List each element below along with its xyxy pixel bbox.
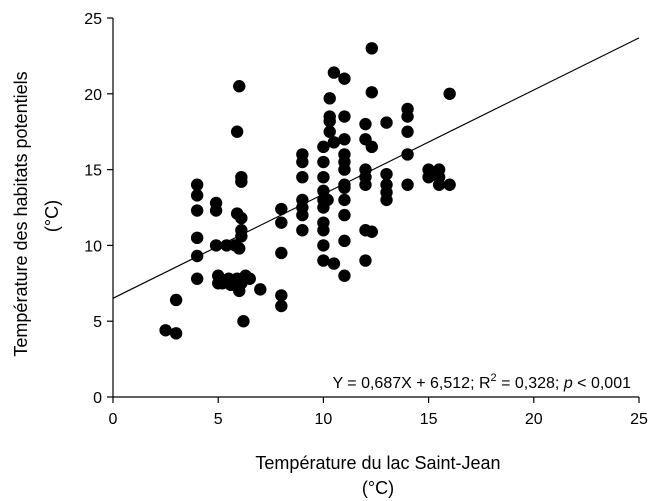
- y-tick-label: 5: [93, 314, 102, 331]
- equation-prefix: Y = 0,687X + 6,512; R: [332, 375, 490, 392]
- equation-p-symbol: p: [563, 375, 573, 392]
- data-point: [159, 324, 172, 337]
- data-points: [159, 42, 456, 340]
- x-tick-label: 0: [109, 411, 118, 428]
- data-point: [359, 254, 372, 267]
- data-point: [327, 136, 341, 149]
- axes: [112, 18, 639, 398]
- x-tick-label: 5: [214, 411, 223, 428]
- data-point: [365, 225, 378, 238]
- data-point: [359, 163, 372, 176]
- data-point: [323, 110, 336, 123]
- data-point: [190, 189, 204, 202]
- x-tick-label: 25: [630, 411, 648, 428]
- data-point: [443, 178, 456, 191]
- data-point: [380, 116, 393, 129]
- data-point: [323, 92, 336, 105]
- data-point: [443, 87, 456, 101]
- data-point: [401, 102, 414, 116]
- data-point: [327, 66, 341, 79]
- equation-superscript: 2: [491, 372, 497, 384]
- data-point: [275, 202, 288, 216]
- data-point: [338, 72, 351, 85]
- data-point: [338, 234, 351, 248]
- y-tick-label: 10: [84, 238, 102, 255]
- data-point: [275, 299, 288, 313]
- data-point: [230, 125, 244, 138]
- data-point: [401, 178, 414, 191]
- data-point: [338, 208, 351, 222]
- x-tick-label: 15: [420, 411, 438, 428]
- data-point: [254, 283, 267, 296]
- data-point: [190, 178, 204, 191]
- y-tick-label: 25: [84, 11, 102, 28]
- data-point: [317, 216, 330, 229]
- data-point: [235, 211, 248, 225]
- y-ticks: 0 5 10 15 20 25: [84, 11, 113, 407]
- data-point: [237, 315, 250, 328]
- data-point: [321, 193, 334, 207]
- data-point: [275, 246, 288, 260]
- x-tick-label: 10: [315, 411, 333, 428]
- y-axis-title: Température des habitats potentiels: [11, 71, 31, 356]
- data-point: [338, 148, 351, 161]
- data-point: [338, 110, 351, 123]
- data-point: [190, 272, 204, 285]
- y-axis-unit: (°C): [42, 200, 62, 232]
- data-point: [190, 204, 204, 217]
- data-point: [243, 272, 256, 285]
- data-point: [296, 224, 309, 237]
- x-axis-title: Température du lac Saint-Jean: [255, 453, 500, 473]
- data-point: [233, 242, 246, 255]
- data-point: [380, 167, 393, 181]
- x-tick-label: 20: [525, 411, 543, 428]
- data-point: [317, 254, 330, 267]
- data-point: [338, 133, 351, 146]
- data-point: [380, 178, 393, 191]
- data-point: [338, 178, 351, 191]
- data-point: [169, 293, 183, 307]
- data-point: [365, 86, 378, 99]
- data-point: [338, 193, 351, 207]
- x-ticks: 0 5 10 15 20 25: [109, 397, 648, 428]
- data-point: [233, 80, 246, 93]
- data-point: [365, 140, 378, 154]
- equation-label: Y = 0,687X + 6,512; R2 = 0,328; p < 0,00…: [332, 372, 631, 392]
- data-point: [327, 257, 341, 270]
- equation-middle: = 0,328;: [497, 375, 564, 392]
- data-point: [317, 140, 330, 154]
- data-point: [169, 327, 183, 340]
- regression-line: [112, 37, 640, 299]
- data-point: [338, 269, 351, 282]
- data-point: [275, 216, 288, 229]
- x-axis-unit: (°C): [362, 478, 394, 498]
- data-point: [190, 231, 204, 245]
- data-point: [296, 170, 309, 184]
- data-point: [323, 125, 336, 138]
- data-point: [359, 117, 372, 131]
- data-point: [401, 125, 414, 138]
- data-point: [317, 155, 330, 169]
- y-tick-label: 20: [84, 87, 102, 104]
- y-tick-label: 0: [93, 390, 102, 407]
- equation-suffix: < 0,001: [573, 375, 631, 392]
- data-point: [235, 170, 248, 184]
- data-point: [275, 289, 288, 302]
- data-point: [317, 170, 330, 184]
- data-point: [317, 239, 330, 252]
- y-tick-label: 15: [84, 163, 102, 180]
- data-point: [209, 196, 223, 210]
- data-point: [365, 42, 378, 55]
- data-point: [296, 148, 309, 161]
- data-point: [432, 163, 446, 176]
